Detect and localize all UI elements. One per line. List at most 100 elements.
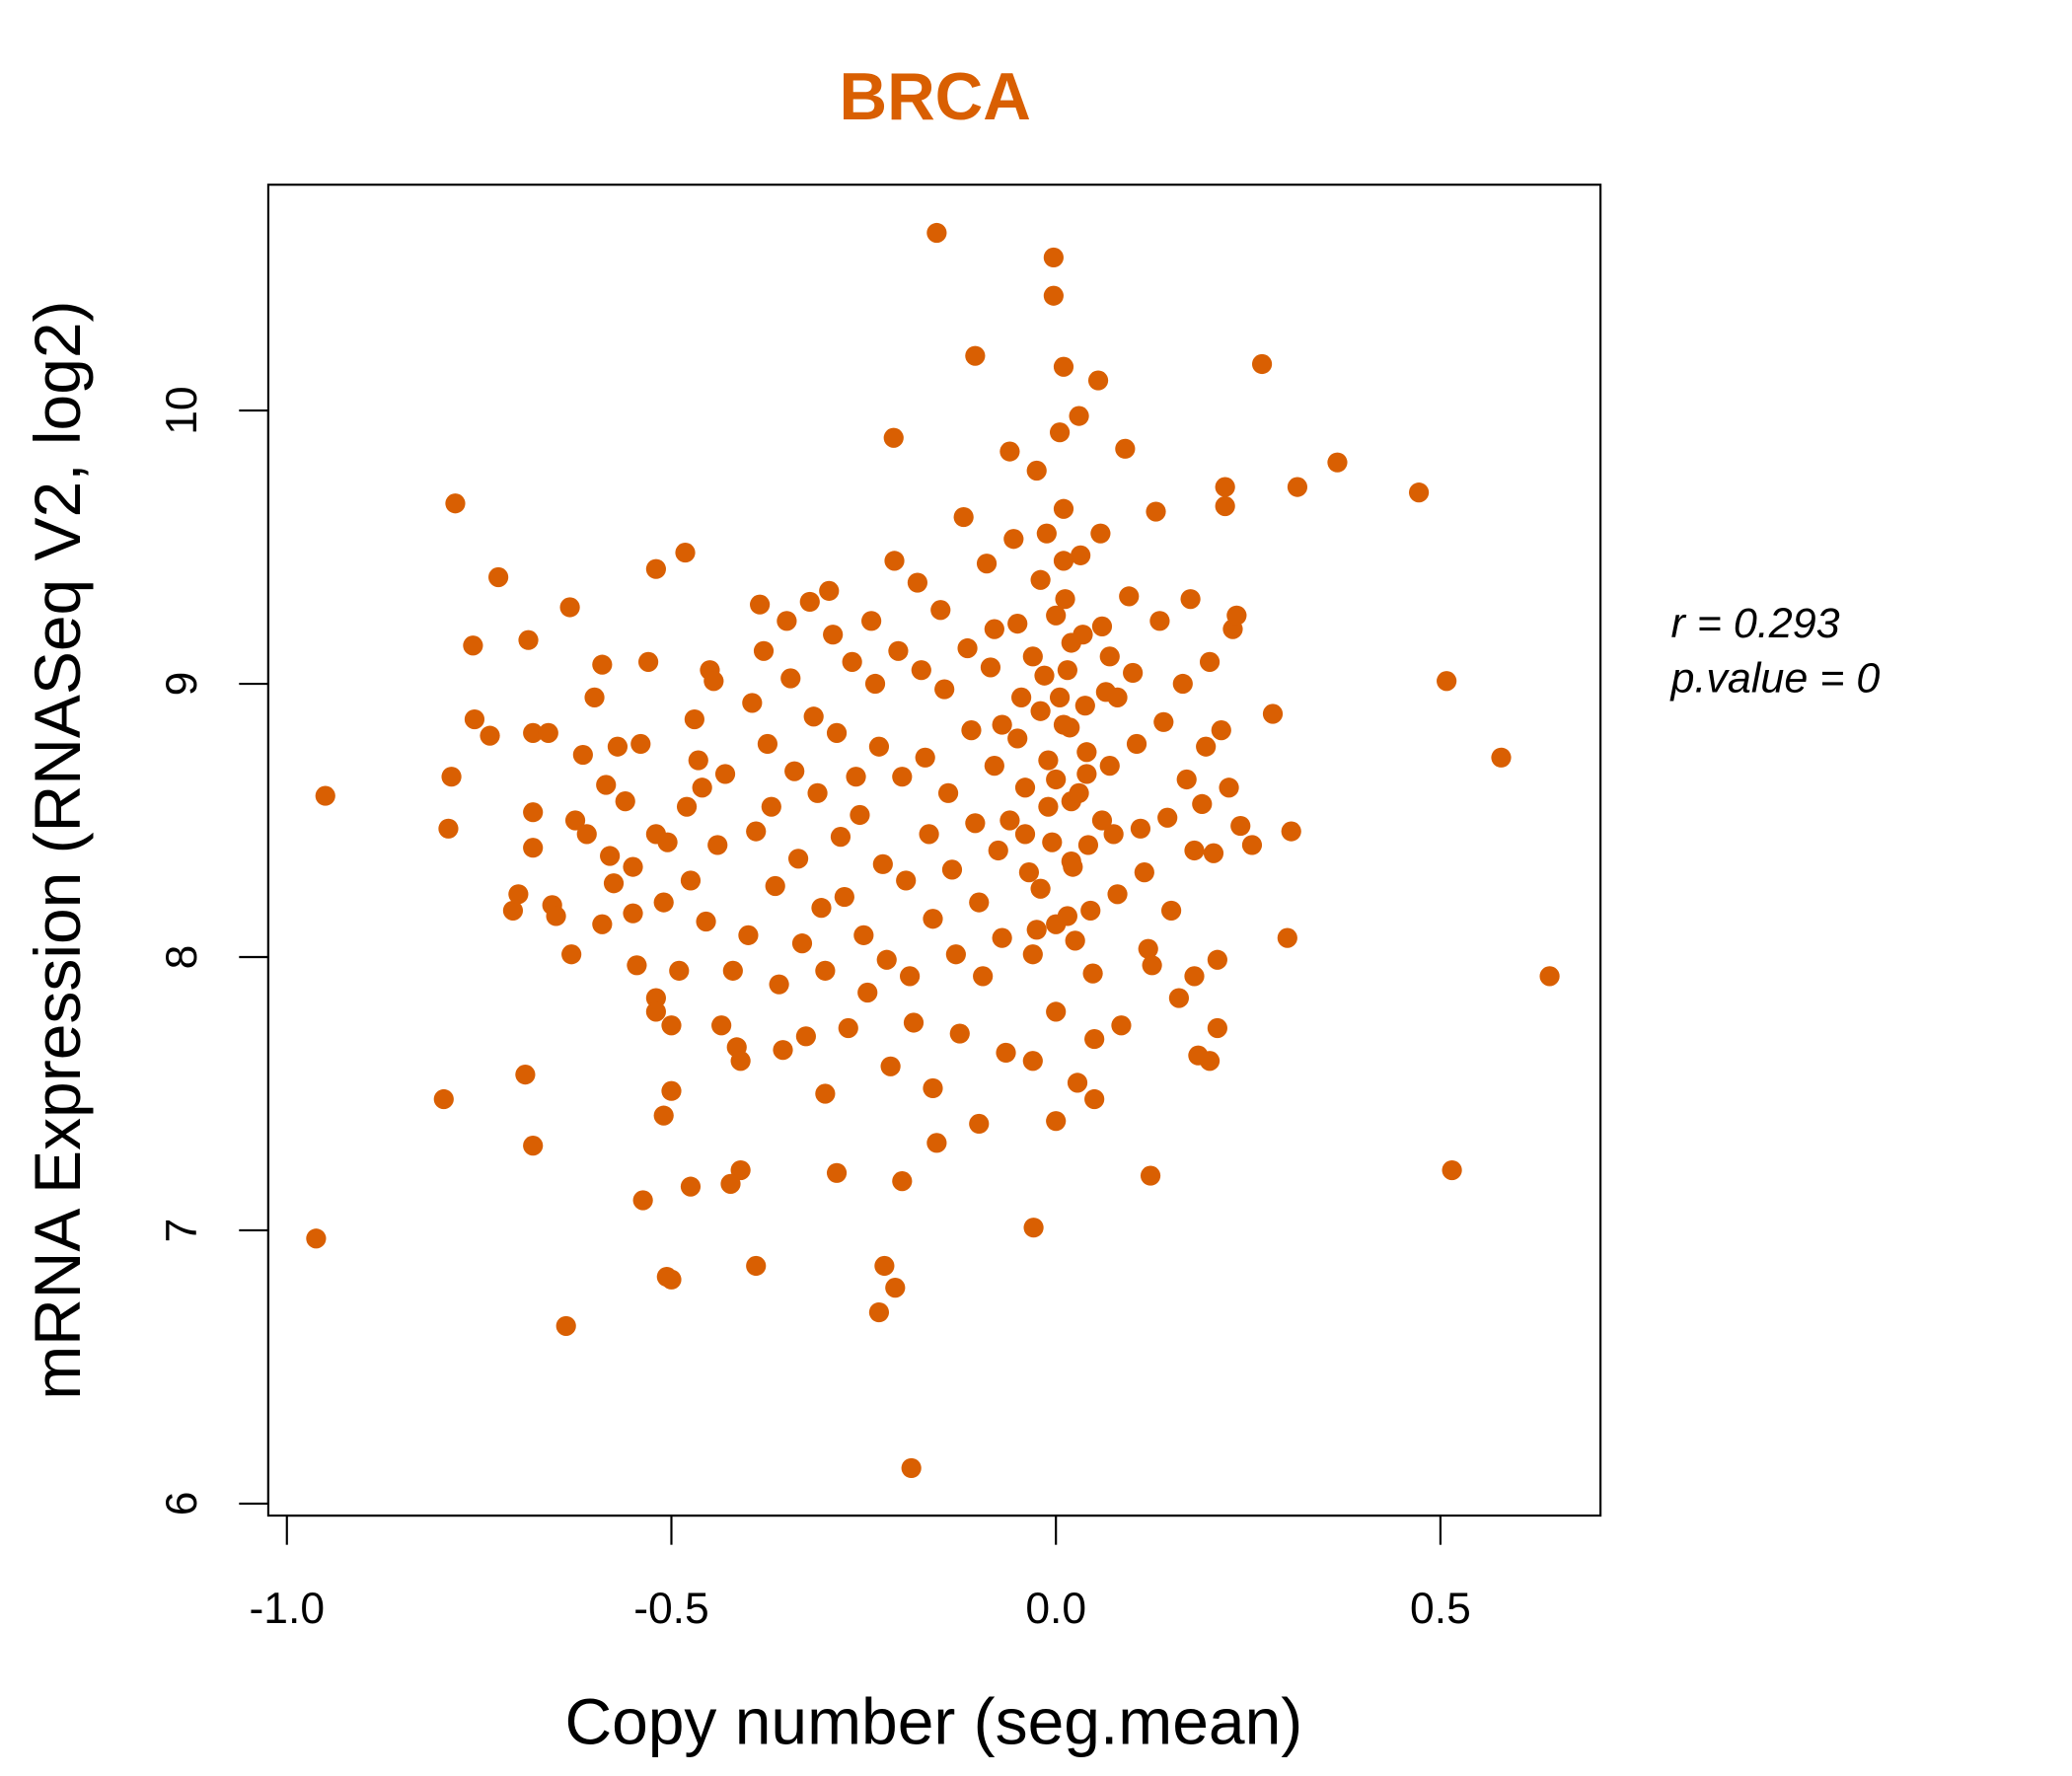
data-point xyxy=(815,960,836,981)
data-point xyxy=(1327,452,1348,473)
data-point xyxy=(630,733,651,755)
chart-title: BRCA xyxy=(839,60,1030,134)
data-point xyxy=(907,572,927,593)
data-point xyxy=(1230,815,1251,837)
data-point xyxy=(919,824,939,845)
data-point xyxy=(784,761,805,781)
data-point xyxy=(623,856,643,877)
data-point xyxy=(603,873,625,894)
data-point xyxy=(1157,807,1178,828)
data-point xyxy=(508,884,529,905)
data-point xyxy=(1111,1015,1132,1036)
data-point xyxy=(592,654,613,675)
data-point xyxy=(445,493,466,514)
data-point xyxy=(688,750,708,771)
data-point xyxy=(876,949,897,970)
data-point xyxy=(1142,955,1162,976)
data-point xyxy=(1036,523,1057,544)
data-point xyxy=(523,722,544,743)
data-point xyxy=(515,1065,536,1085)
data-point xyxy=(738,925,759,945)
data-point xyxy=(1168,988,1189,1008)
x-tick-label: -0.5 xyxy=(633,1585,709,1633)
data-point xyxy=(1199,651,1221,672)
data-point xyxy=(900,966,921,987)
data-point xyxy=(945,944,966,965)
data-point xyxy=(315,785,335,806)
data-point xyxy=(992,714,1012,735)
data-point xyxy=(1055,589,1075,610)
data-point xyxy=(892,767,913,787)
data-point xyxy=(937,782,959,803)
data-point xyxy=(1061,851,1081,872)
data-point xyxy=(803,706,824,727)
data-point xyxy=(880,1056,901,1076)
data-point xyxy=(523,802,544,823)
data-point xyxy=(680,870,702,891)
data-point xyxy=(1046,769,1067,790)
data-point xyxy=(846,767,866,787)
data-point xyxy=(1043,285,1064,306)
data-point xyxy=(1077,835,1099,855)
data-point xyxy=(1539,966,1560,987)
data-point xyxy=(773,1040,793,1061)
data-point xyxy=(1057,906,1077,926)
data-point xyxy=(742,693,763,713)
data-point xyxy=(973,966,994,987)
data-point xyxy=(1134,862,1154,883)
data-point xyxy=(885,1278,906,1298)
data-point xyxy=(1281,821,1301,842)
data-point xyxy=(1107,687,1128,707)
data-point xyxy=(1146,501,1166,522)
data-point xyxy=(463,635,483,656)
data-point xyxy=(623,903,643,924)
data-point xyxy=(661,1015,682,1036)
data-point xyxy=(600,846,621,866)
data-point xyxy=(1090,523,1111,544)
data-point xyxy=(888,640,909,661)
data-point xyxy=(559,597,580,618)
data-point xyxy=(892,1171,913,1192)
data-point xyxy=(1226,605,1247,626)
data-point xyxy=(1046,1111,1067,1132)
data-point xyxy=(675,542,696,563)
data-point xyxy=(1099,646,1120,667)
data-point xyxy=(926,222,947,244)
data-point xyxy=(584,687,605,707)
data-point xyxy=(1057,660,1077,681)
data-point xyxy=(1207,949,1227,970)
data-point xyxy=(1084,1028,1105,1050)
data-point xyxy=(769,974,789,995)
data-point xyxy=(538,722,558,743)
data-point xyxy=(1043,247,1064,268)
data-point xyxy=(1007,728,1028,749)
data-point xyxy=(984,756,1004,777)
data-point xyxy=(1014,777,1036,798)
data-point xyxy=(523,1136,544,1156)
data-point xyxy=(1030,878,1051,899)
data-point xyxy=(1130,818,1151,839)
data-point xyxy=(669,960,690,981)
data-point xyxy=(1123,662,1144,684)
data-point xyxy=(777,611,797,631)
data-point xyxy=(923,909,943,929)
data-point xyxy=(1153,711,1174,732)
data-point xyxy=(1022,646,1043,667)
p-value-label: p.value = 0 xyxy=(1668,654,1880,702)
data-point xyxy=(607,736,629,757)
data-point xyxy=(638,651,659,672)
x-tick-label: 0.0 xyxy=(1025,1585,1086,1633)
data-point xyxy=(757,733,778,755)
data-point xyxy=(555,1315,576,1337)
data-point xyxy=(1053,356,1074,377)
data-point xyxy=(703,671,724,692)
data-point xyxy=(953,506,974,528)
data-point xyxy=(1184,840,1205,861)
data-point xyxy=(696,911,716,932)
data-point xyxy=(1042,832,1063,852)
data-point xyxy=(1022,1051,1043,1072)
y-tick-label: 6 xyxy=(158,1492,206,1517)
data-point xyxy=(1207,1017,1227,1039)
